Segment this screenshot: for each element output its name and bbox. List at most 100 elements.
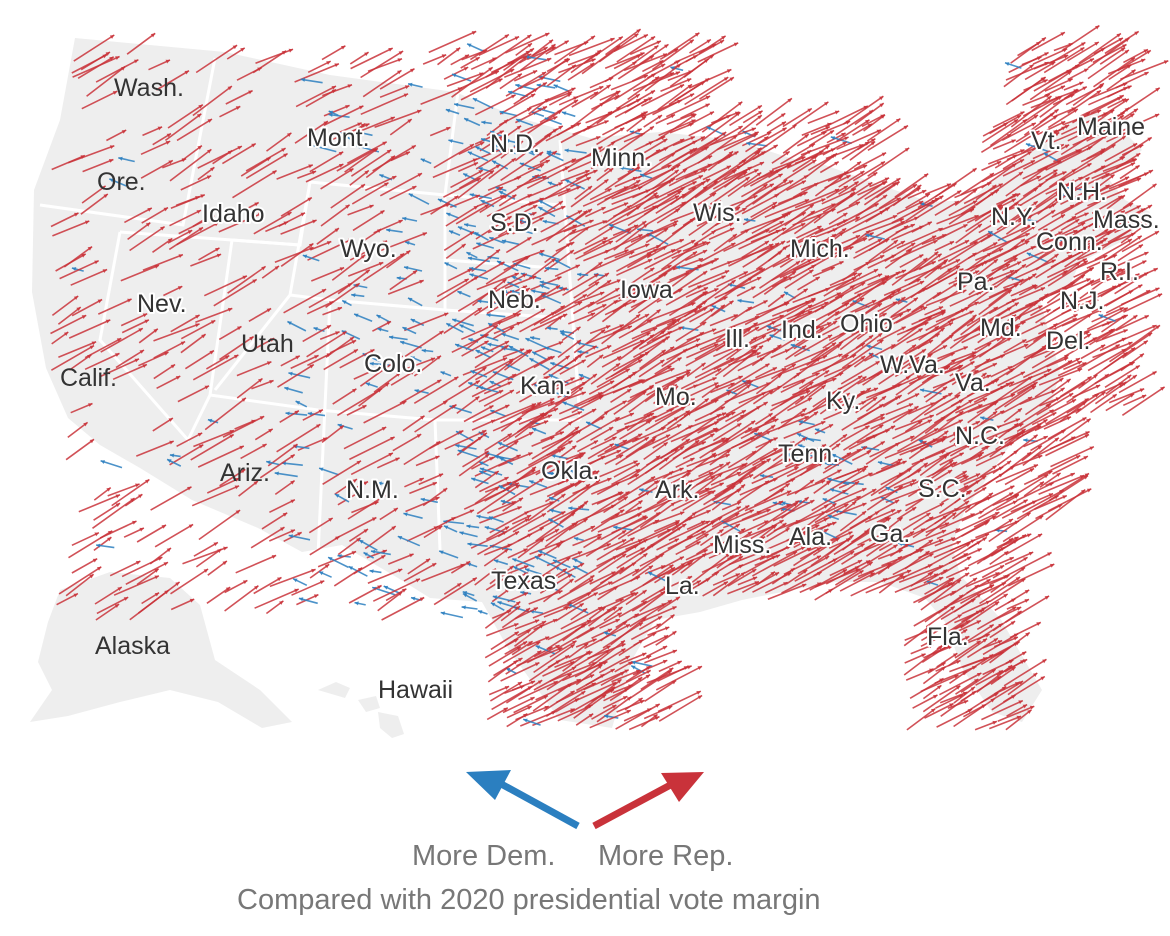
rep-arrowhead xyxy=(232,45,238,50)
rep-shift-arrow xyxy=(324,122,370,144)
rep-shift-arrow xyxy=(1003,63,1034,88)
rep-arrowhead xyxy=(650,90,655,95)
alaska-shape xyxy=(30,572,292,728)
rep-shift-arrow xyxy=(1075,391,1106,414)
rep-arrowhead xyxy=(792,124,797,129)
rep-shift-arrow xyxy=(1022,93,1051,107)
rep-arrowhead xyxy=(991,185,997,189)
rep-arrowhead xyxy=(726,69,732,73)
rep-arrowhead xyxy=(636,99,641,103)
rep-arrowhead xyxy=(227,86,232,91)
rep-shift-arrow xyxy=(1033,69,1072,92)
rep-shift-arrow xyxy=(458,141,485,156)
rep-arrowhead xyxy=(610,141,616,146)
rep-arrowhead xyxy=(551,44,556,49)
rep-arrowhead xyxy=(766,132,772,136)
rep-shift-arrow xyxy=(518,46,548,64)
rep-arrowhead xyxy=(1085,177,1090,182)
rep-arrowhead xyxy=(1103,112,1108,117)
rep-shift-arrow xyxy=(351,182,389,205)
rep-shift-arrow xyxy=(758,127,787,145)
rep-shift-arrow xyxy=(602,202,629,214)
dem-arrowhead xyxy=(499,110,504,115)
rep-shift-arrow xyxy=(852,160,886,182)
dem-arrowhead xyxy=(480,200,485,204)
rep-arrowhead xyxy=(1077,150,1082,154)
rep-arrowhead xyxy=(645,189,650,194)
rep-shift-arrow xyxy=(323,105,364,127)
rep-shift-arrow xyxy=(1087,188,1129,207)
rep-shift-arrow xyxy=(1080,150,1105,163)
rep-arrowhead xyxy=(775,169,780,174)
rep-arrowhead xyxy=(675,60,680,65)
rep-arrowhead xyxy=(834,189,840,193)
rep-shift-arrow xyxy=(905,193,931,209)
rep-shift-arrow xyxy=(499,93,536,115)
rep-shift-arrow xyxy=(512,216,544,235)
rep-shift-arrow xyxy=(602,110,649,136)
rep-arrowhead xyxy=(651,73,656,78)
rep-shift-arrow xyxy=(486,193,533,218)
dem-arrowhead xyxy=(505,138,510,143)
dem-arrowhead xyxy=(464,223,469,227)
rep-arrowhead xyxy=(1003,122,1008,127)
rep-shift-arrow xyxy=(891,199,937,224)
rep-arrowhead xyxy=(564,40,569,45)
rep-arrowhead xyxy=(1117,97,1122,101)
dem-arrowhead xyxy=(1025,143,1031,147)
rep-arrowhead xyxy=(596,136,601,140)
rep-arrowhead xyxy=(843,171,849,176)
rep-arrowhead xyxy=(1060,85,1065,90)
rep-arrowhead xyxy=(1044,61,1049,66)
rep-shift-arrow xyxy=(1010,95,1052,128)
dem-arrowhead xyxy=(448,139,453,143)
rep-shift-arrow xyxy=(813,191,856,224)
rep-shift-arrow xyxy=(1015,115,1058,143)
rep-arrowhead xyxy=(882,195,888,199)
rep-shift-arrow xyxy=(1106,202,1134,219)
rep-shift-arrow xyxy=(364,175,397,192)
rep-shift-arrow xyxy=(825,105,869,128)
rep-arrowhead xyxy=(956,190,962,195)
rep-arrowhead xyxy=(1012,154,1017,159)
rep-shift-arrow xyxy=(624,98,649,114)
rep-arrowhead xyxy=(564,166,570,171)
rep-shift-arrow xyxy=(992,110,1025,129)
rep-shift-arrow xyxy=(755,97,793,126)
rep-arrowhead xyxy=(846,175,851,179)
rep-arrowhead xyxy=(585,170,590,174)
rep-shift-arrow xyxy=(570,178,609,208)
rep-shift-arrow xyxy=(780,143,816,165)
rep-arrowhead xyxy=(101,185,106,190)
rep-arrowhead xyxy=(755,151,761,156)
rep-arrowhead xyxy=(1069,204,1075,209)
rep-shift-arrow xyxy=(486,119,509,137)
rep-arrowhead xyxy=(1085,125,1090,130)
rep-arrowhead xyxy=(532,212,537,216)
rep-arrowhead xyxy=(511,94,516,99)
rep-arrowhead xyxy=(763,136,769,141)
rep-arrowhead xyxy=(266,157,271,162)
rep-arrowhead xyxy=(1068,78,1073,83)
rep-shift-arrow xyxy=(617,93,641,109)
rep-shift-arrow xyxy=(1002,150,1033,170)
dem-arrowhead xyxy=(338,132,343,136)
rep-shift-arrow xyxy=(814,175,844,197)
rep-arrowhead xyxy=(1067,71,1072,76)
rep-shift-arrow xyxy=(487,175,522,191)
rep-arrowhead xyxy=(1011,193,1017,198)
rep-arrowhead xyxy=(587,186,592,191)
rep-shift-arrow xyxy=(485,50,531,78)
rep-arrowhead xyxy=(769,170,774,174)
rep-arrowhead xyxy=(687,84,692,89)
rep-arrowhead xyxy=(952,183,957,188)
rep-shift-arrow xyxy=(443,66,469,80)
rep-arrowhead xyxy=(607,111,613,116)
rep-shift-arrow xyxy=(321,45,346,61)
dem-arrowhead xyxy=(547,181,553,186)
rep-arrowhead xyxy=(1099,83,1104,88)
rep-shift-arrow xyxy=(1088,85,1132,106)
dem-arrowhead xyxy=(491,147,497,151)
rep-shift-arrow xyxy=(528,188,571,206)
rep-arrowhead xyxy=(879,103,884,108)
